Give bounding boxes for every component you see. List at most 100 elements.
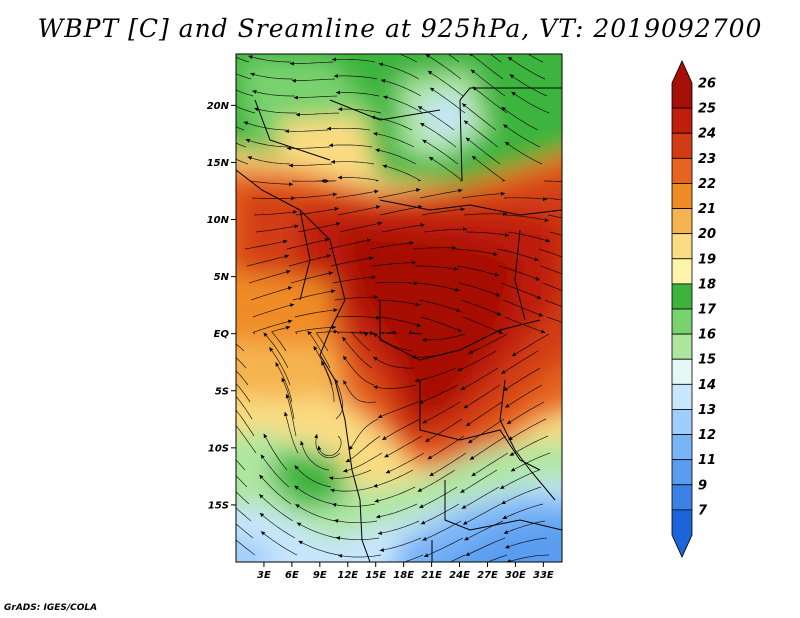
streamline-arrow bbox=[248, 55, 253, 60]
streamline bbox=[252, 303, 295, 318]
streamline-arrow bbox=[584, 326, 589, 331]
streamline-arrow bbox=[500, 485, 505, 489]
streamline-arrow bbox=[215, 455, 221, 461]
streamline-arrow bbox=[501, 369, 506, 374]
streamline-arrow bbox=[505, 544, 510, 549]
streamline-arrow bbox=[464, 536, 469, 541]
streamline bbox=[236, 459, 246, 471]
streamline bbox=[418, 299, 461, 312]
streamlines bbox=[236, 54, 562, 562]
streamline-arrow bbox=[373, 385, 378, 390]
colorbar-label: 16 bbox=[698, 328, 716, 343]
map-frame bbox=[235, 53, 563, 563]
streamline bbox=[403, 554, 424, 562]
lon-tick-label: 24E bbox=[449, 570, 470, 581]
streamline bbox=[295, 207, 339, 216]
streamline-arrow bbox=[293, 95, 298, 100]
colorbar-swatch bbox=[671, 60, 693, 109]
streamline-arrow bbox=[294, 465, 299, 470]
streamline-arrow bbox=[336, 536, 341, 541]
streamline-arrow bbox=[317, 445, 322, 451]
lon-tick-label: 30E bbox=[505, 570, 526, 581]
streamline-arrow bbox=[291, 196, 296, 201]
streamline bbox=[328, 239, 372, 250]
streamline-arrow bbox=[284, 254, 289, 259]
streamline-arrow bbox=[424, 553, 429, 557]
streamline bbox=[300, 440, 330, 471]
streamline-arrow bbox=[252, 90, 257, 94]
streamline-arrow bbox=[377, 531, 383, 536]
streamline bbox=[372, 262, 417, 267]
streamline-arrow bbox=[468, 350, 473, 354]
streamline bbox=[236, 382, 251, 403]
streamline-arrow bbox=[374, 498, 379, 503]
streamline-arrow bbox=[295, 112, 300, 117]
streamline-arrow bbox=[216, 473, 222, 479]
streamline-arrow bbox=[577, 278, 582, 283]
streamline bbox=[376, 299, 420, 306]
streamline-arrow bbox=[245, 138, 251, 143]
streamline bbox=[236, 158, 249, 165]
streamline bbox=[284, 411, 299, 454]
streamline-arrow bbox=[220, 368, 226, 374]
streamline bbox=[330, 161, 375, 165]
streamline bbox=[297, 222, 341, 233]
streamline-arrow bbox=[460, 489, 465, 493]
streamline bbox=[501, 486, 542, 505]
streamline-arrow bbox=[209, 142, 215, 148]
streamline bbox=[339, 222, 383, 233]
streamline-arrow bbox=[495, 292, 501, 297]
streamline bbox=[458, 282, 501, 297]
streamline bbox=[294, 326, 337, 335]
colorbar-label: 9 bbox=[698, 478, 707, 493]
streamline bbox=[509, 74, 548, 97]
streamline bbox=[418, 384, 459, 404]
streamline-arrow bbox=[501, 107, 506, 111]
streamline bbox=[498, 265, 540, 281]
streamline-arrow bbox=[456, 308, 461, 313]
streamline bbox=[318, 435, 342, 457]
streamline-arrow bbox=[332, 57, 337, 62]
streamline bbox=[378, 316, 422, 327]
wbpt-field bbox=[209, 54, 589, 562]
streamline bbox=[342, 355, 375, 386]
streamline-arrow bbox=[429, 157, 434, 161]
streamline bbox=[373, 132, 415, 148]
streamline-arrow bbox=[414, 378, 420, 383]
lat-tick-label: 20N bbox=[207, 101, 230, 112]
streamline-arrow bbox=[298, 540, 303, 545]
streamline bbox=[429, 87, 466, 114]
streamline bbox=[502, 503, 544, 520]
lat-tick-label: 15S bbox=[208, 500, 229, 511]
streamline-arrow bbox=[420, 520, 426, 525]
streamline bbox=[375, 503, 418, 518]
streamline bbox=[425, 54, 462, 80]
streamline-arrow bbox=[411, 260, 416, 265]
longitude-axis: 3E 6E 9E 12E 15E 18E 21E 24E 27E 30E 33E bbox=[257, 562, 554, 581]
streamline bbox=[315, 433, 341, 459]
streamline bbox=[370, 116, 413, 131]
streamline bbox=[252, 320, 293, 335]
streamline-arrow bbox=[463, 520, 468, 525]
streamline-arrow bbox=[427, 455, 433, 460]
streamline bbox=[291, 78, 336, 82]
lon-tick-label: 27E bbox=[477, 570, 498, 581]
streamline bbox=[334, 378, 344, 420]
streamline bbox=[467, 418, 505, 444]
streamline-arrow bbox=[544, 217, 549, 222]
streamline bbox=[372, 356, 415, 369]
streamline bbox=[330, 257, 374, 267]
streamline bbox=[296, 522, 338, 539]
streamline bbox=[511, 333, 550, 357]
streamline bbox=[250, 73, 293, 80]
streamline-arrow bbox=[453, 266, 458, 271]
streamline-arrow bbox=[540, 329, 546, 334]
lon-tick-label: 3E bbox=[257, 570, 271, 581]
streamline-arrow bbox=[366, 238, 372, 243]
streamline-arrow bbox=[460, 386, 466, 390]
streamline-arrow bbox=[419, 504, 424, 508]
streamline bbox=[295, 112, 340, 116]
streamline bbox=[263, 332, 289, 369]
streamline bbox=[236, 425, 257, 454]
streamline-arrow bbox=[338, 107, 343, 112]
